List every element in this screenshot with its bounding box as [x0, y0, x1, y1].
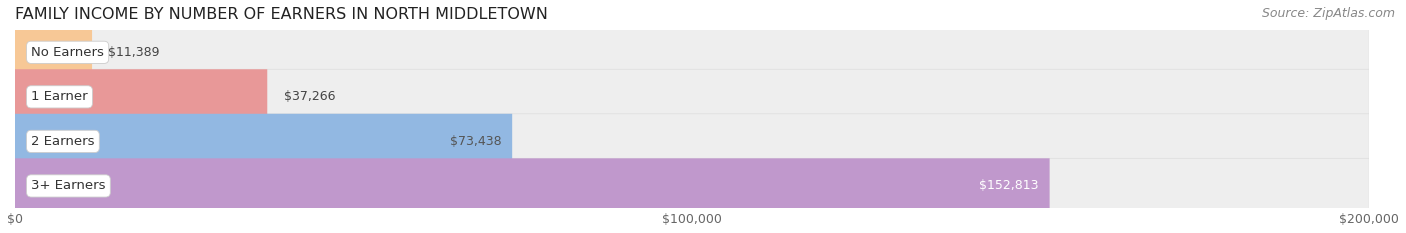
FancyBboxPatch shape: [15, 25, 91, 80]
Text: $73,438: $73,438: [450, 135, 502, 148]
Text: No Earners: No Earners: [31, 46, 104, 59]
Text: $11,389: $11,389: [108, 46, 160, 59]
FancyBboxPatch shape: [15, 158, 1050, 213]
FancyBboxPatch shape: [15, 158, 1369, 213]
FancyBboxPatch shape: [15, 69, 1369, 124]
Text: FAMILY INCOME BY NUMBER OF EARNERS IN NORTH MIDDLETOWN: FAMILY INCOME BY NUMBER OF EARNERS IN NO…: [15, 7, 548, 22]
FancyBboxPatch shape: [15, 114, 512, 169]
Text: 2 Earners: 2 Earners: [31, 135, 94, 148]
Text: 3+ Earners: 3+ Earners: [31, 179, 105, 192]
Text: Source: ZipAtlas.com: Source: ZipAtlas.com: [1261, 7, 1395, 20]
FancyBboxPatch shape: [15, 69, 267, 124]
Text: 1 Earner: 1 Earner: [31, 90, 87, 103]
FancyBboxPatch shape: [15, 25, 1369, 80]
Text: $37,266: $37,266: [284, 90, 335, 103]
FancyBboxPatch shape: [15, 114, 1369, 169]
Text: $152,813: $152,813: [980, 179, 1039, 192]
